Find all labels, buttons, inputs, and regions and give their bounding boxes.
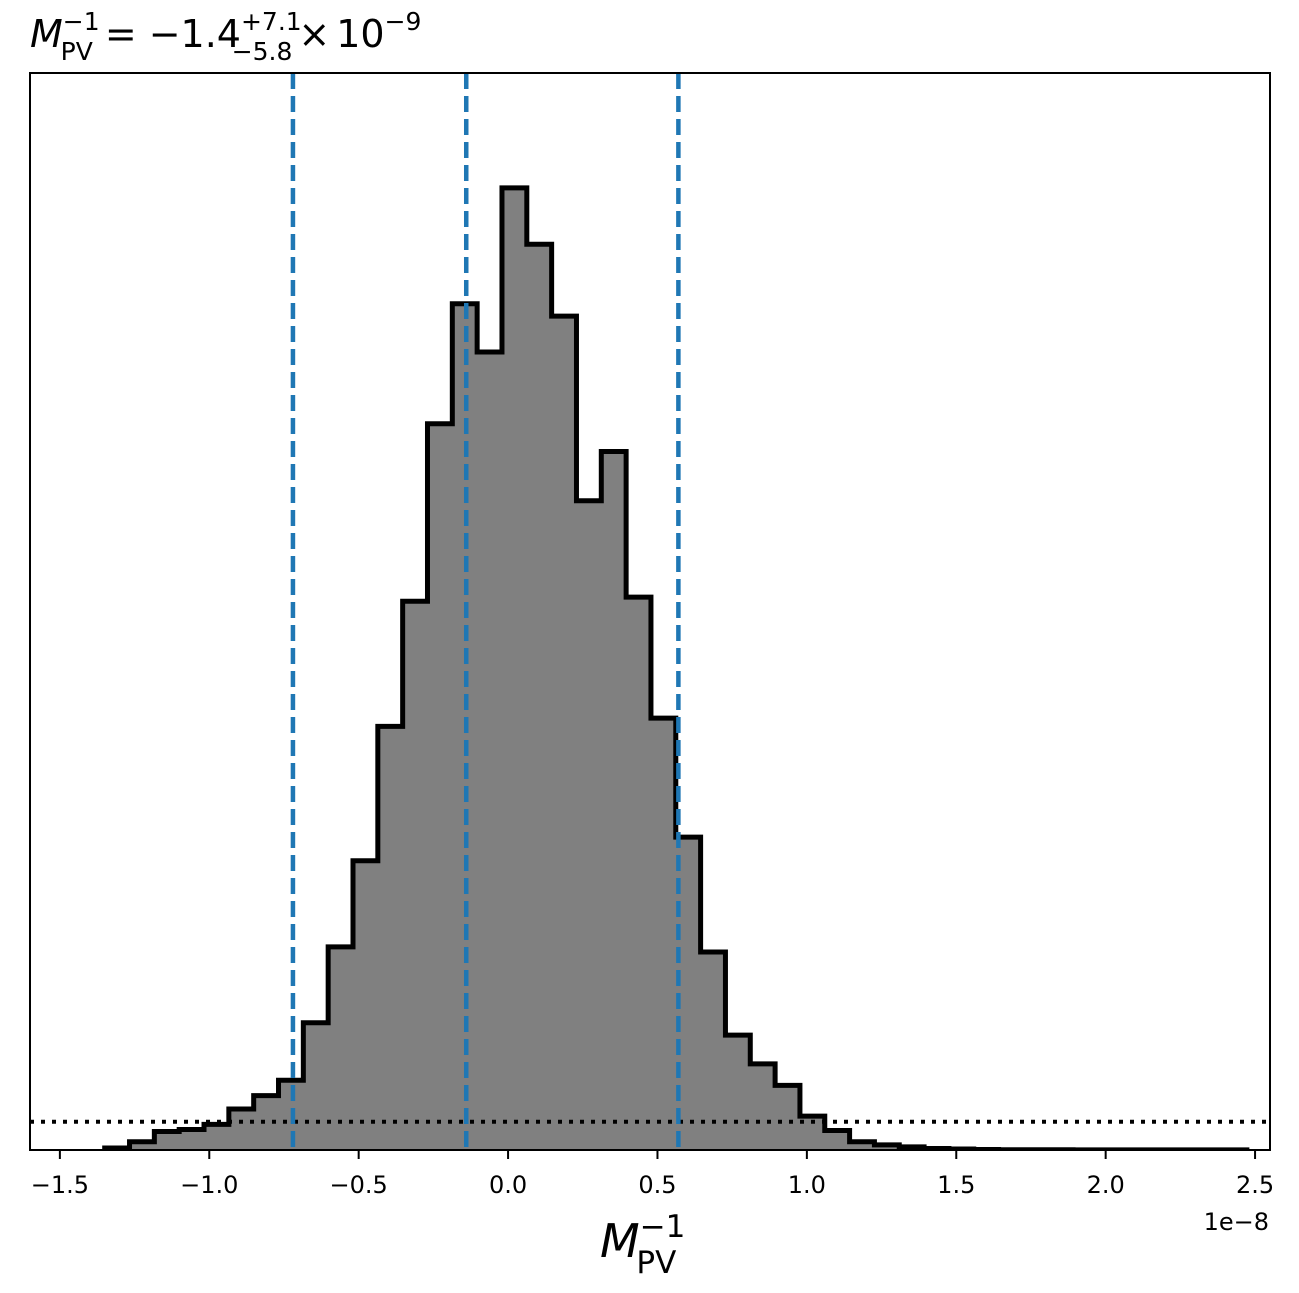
histogram-bar (601, 451, 627, 1150)
title-symbol-sub: PV (61, 37, 93, 66)
title-symbol: M (30, 12, 63, 56)
histogram-bar (750, 1063, 776, 1150)
histogram-bar (377, 726, 404, 1150)
histogram-bar (129, 1141, 155, 1150)
x-tick-label: 2.0 (1087, 1171, 1125, 1199)
histogram-bar (824, 1130, 851, 1150)
title-upper: +7.1 (241, 7, 302, 36)
histogram-bar (849, 1141, 875, 1150)
title-times: × (298, 12, 330, 56)
histogram-bar (874, 1144, 900, 1150)
x-tick-label: 1.5 (937, 1171, 975, 1199)
histogram-bar (154, 1131, 180, 1150)
chart-title: M−1 PV = −1.4+7.1 −5.8 × 10−9 (30, 7, 421, 66)
title-value: −1.4 (149, 12, 241, 56)
histogram-bar (303, 1022, 329, 1150)
histogram-bins (30, 73, 1270, 1150)
title-equals: = (105, 12, 137, 56)
x-tick-label: −1.5 (31, 1171, 89, 1199)
x-tick-label: 1.0 (788, 1171, 826, 1199)
x-axis: −1.5 −1.0 −0.5 0.0 0.5 1.0 1.5 2.0 2.5 (31, 1150, 1274, 1199)
histogram-bar (402, 601, 428, 1150)
xlabel-symbol: M (600, 1214, 640, 1268)
histogram-bar (427, 423, 453, 1150)
x-axis-label: M−1 PV (600, 1209, 685, 1281)
plot-area (29, 72, 1271, 1151)
histogram-bar (328, 946, 354, 1150)
x-tick-label: 2.5 (1236, 1171, 1274, 1199)
plot-frame (29, 72, 1271, 1151)
title-base: 10 (336, 12, 384, 56)
histogram-bar (551, 316, 577, 1150)
x-tick-label: 0.5 (638, 1171, 676, 1199)
histogram-bar (228, 1108, 255, 1150)
title-exponent: −9 (385, 7, 422, 36)
x-tick-label: −1.0 (180, 1171, 238, 1199)
histogram-bar (700, 952, 726, 1150)
histogram-bar (477, 351, 503, 1150)
x-offset-label: 1e−8 (1204, 1208, 1269, 1236)
histogram-bar (179, 1129, 205, 1150)
xlabel-sup: −1 (640, 1209, 686, 1245)
title-symbol-sup: −1 (63, 7, 100, 36)
x-tick-label: 0.0 (489, 1171, 527, 1199)
title-lower: −5.8 (232, 37, 293, 66)
histogram-bar (725, 1035, 751, 1150)
histogram-bar (775, 1085, 801, 1150)
histogram-bar (352, 860, 379, 1150)
xlabel-sub: PV (636, 1245, 676, 1281)
histogram-bar (204, 1124, 230, 1150)
histogram-bar (626, 597, 652, 1150)
histogram-bar (526, 244, 553, 1150)
histogram-bar (650, 718, 677, 1150)
x-tick-label: −0.5 (330, 1171, 388, 1199)
histogram-bar (576, 500, 602, 1150)
histogram-bar (501, 187, 528, 1150)
